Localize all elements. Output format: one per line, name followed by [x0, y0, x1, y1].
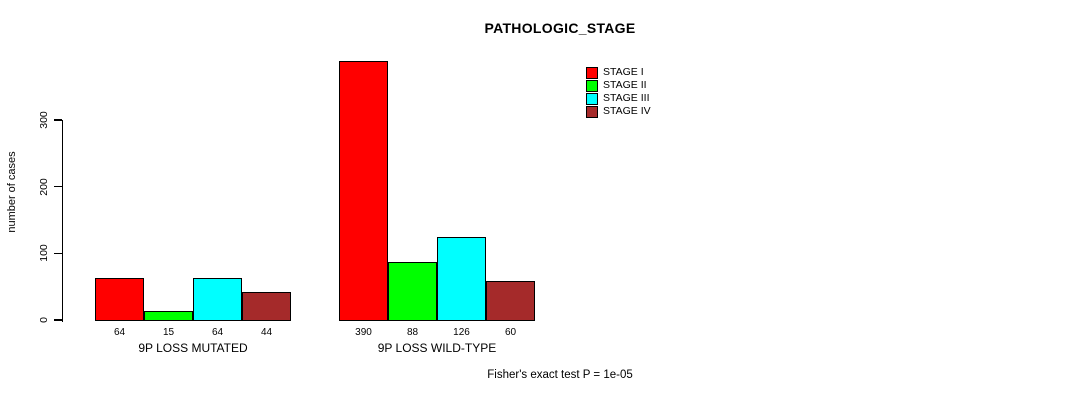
bar-value-label: 126	[453, 327, 470, 338]
y-axis-tick-label: 200	[38, 177, 50, 196]
y-axis-tick	[54, 319, 62, 321]
bar-value-label: 390	[355, 327, 372, 338]
y-axis-tick	[54, 185, 62, 188]
y-axis-tick-label: 100	[38, 244, 50, 263]
legend-item-stage-i: STAGE I	[586, 66, 651, 79]
bar-value-label: 64	[211, 327, 224, 338]
legend-item-stage-iv: STAGE IV	[586, 105, 651, 118]
legend-swatch-icon	[586, 105, 598, 118]
group-label-9p-loss-wild-type: 9P LOSS WILD-TYPE	[377, 341, 497, 355]
bar-value-label: 88	[406, 327, 419, 338]
y-axis-tick	[54, 252, 62, 255]
bar-stage-ii-9p-loss-wild-type	[388, 262, 437, 321]
bar-stage-iv-9p-loss-mutated	[242, 291, 291, 321]
legend-swatch-icon	[586, 66, 598, 79]
legend-swatch-icon	[586, 92, 598, 105]
y-axis-tick-label: 0	[38, 317, 50, 323]
legend-label: STAGE II	[603, 79, 647, 91]
y-axis-tick-label: 300	[38, 111, 50, 129]
bar-stage-i-9p-loss-wild-type	[339, 61, 388, 321]
bar-value-label: 60	[504, 327, 517, 338]
bar-value-label: 64	[113, 327, 126, 338]
bar-stage-ii-9p-loss-mutated	[144, 311, 193, 321]
y-axis-label: number of cases	[6, 151, 18, 233]
legend-label: STAGE III	[603, 92, 650, 104]
bar-stage-iii-9p-loss-mutated	[193, 278, 242, 321]
bar-stage-iii-9p-loss-wild-type	[437, 237, 486, 321]
legend-item-stage-iii: STAGE III	[586, 92, 651, 105]
chart-title: PATHOLOGIC_STAGE	[484, 20, 636, 36]
legend-item-stage-ii: STAGE II	[586, 79, 651, 92]
legend: STAGE I STAGE II STAGE III STAGE IV	[586, 66, 651, 118]
bar-stage-iv-9p-loss-wild-type	[486, 281, 535, 321]
y-axis-line	[61, 120, 63, 322]
bar-value-label: 15	[162, 327, 175, 338]
legend-label: STAGE I	[603, 66, 644, 78]
y-axis-tick	[54, 119, 62, 121]
footnote-text: Fisher's exact test P = 1e-05	[487, 369, 633, 381]
legend-label: STAGE IV	[603, 105, 651, 117]
legend-swatch-icon	[586, 79, 598, 92]
group-label-9p-loss-mutated: 9P LOSS MUTATED	[138, 341, 248, 355]
bar-value-label: 44	[260, 327, 273, 338]
bar-stage-i-9p-loss-mutated	[95, 278, 144, 321]
